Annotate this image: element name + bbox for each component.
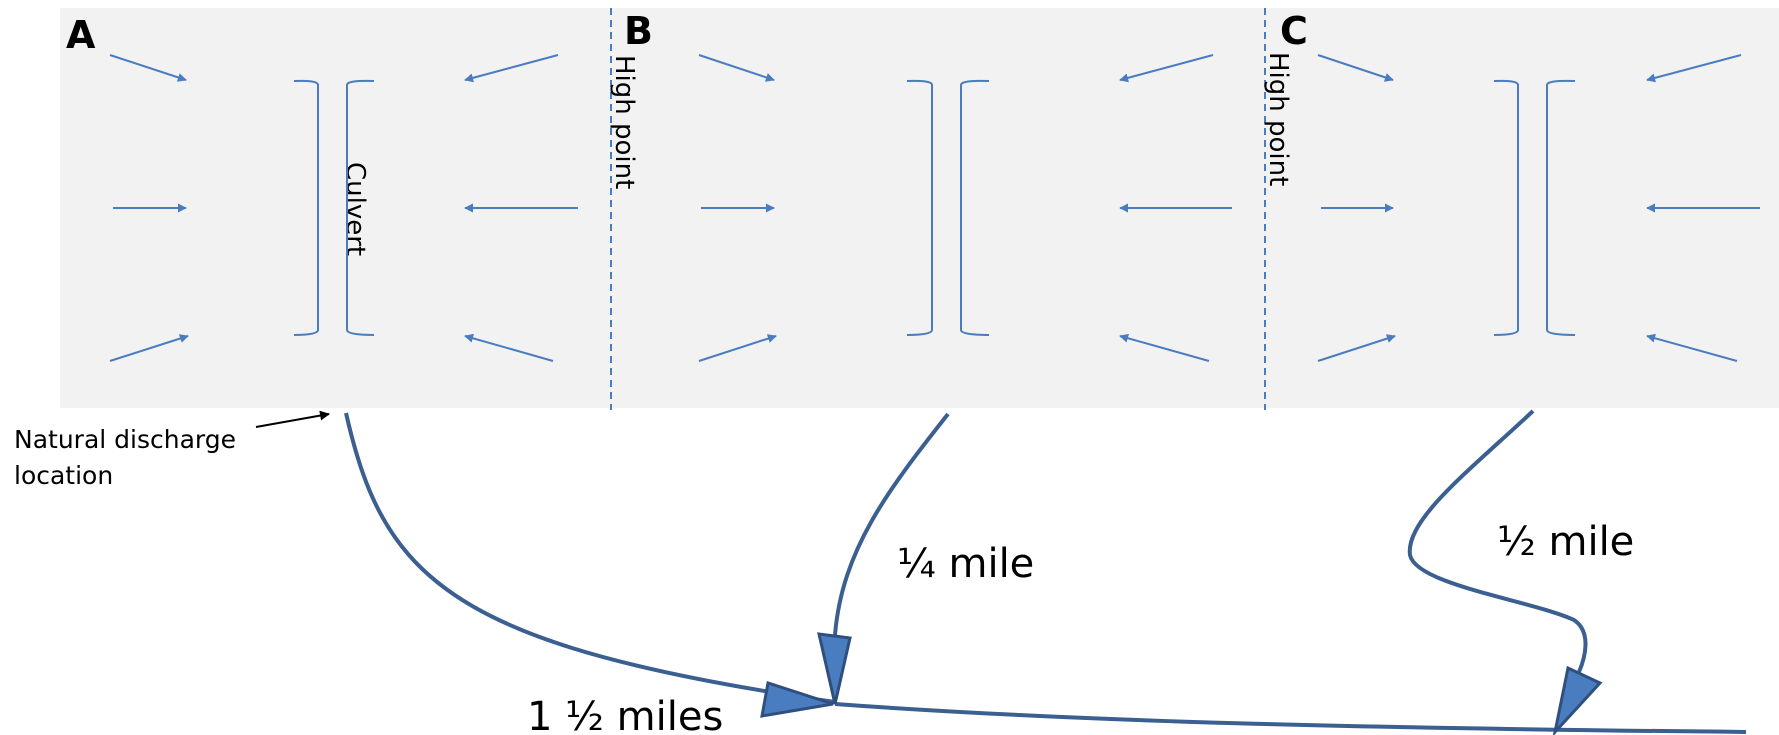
flow-arrow [1317,334,1396,362]
section-b-flow-arrows [698,54,1232,362]
distance-label-c: ½ mile [1497,519,1634,565]
culvert-label: Culvert [340,162,370,256]
stream-c-arrowhead [1552,665,1603,735]
section-c-culvert [1493,79,1576,336]
discharge-note-line-2: location [14,461,113,490]
stream-b-arrowhead [817,632,852,705]
section-a-culvert [293,79,375,336]
flow-arrow [1317,54,1394,82]
stream-b [833,412,950,636]
stream-a [344,412,836,704]
flow-arrow [1646,54,1742,83]
section-c-flow-arrows [1317,54,1760,362]
section-a-flow-arrows [109,54,578,362]
stream-main-channel [834,702,1747,734]
distance-label-a: 1 ½ miles [527,694,723,735]
flow-arrow [1119,54,1214,83]
flow-arrow [109,334,189,362]
discharge-note-line-1: Natural discharge [14,425,236,454]
section-label-a: A [66,13,96,57]
high-point-label-ab: High point [609,55,639,189]
flow-arrow [698,334,777,362]
section-b-culvert [906,79,990,336]
stream-a-arrowhead [760,681,834,718]
stream-c [1407,409,1588,673]
distance-label-b: ¼ mile [897,541,1034,587]
flow-arrow [698,54,775,82]
section-label-c: C [1280,9,1308,53]
discharge-pointer-arrow [255,410,330,428]
flow-arrow [464,54,559,83]
flow-arrow [1119,333,1210,362]
flow-arrow [109,54,187,82]
flow-arrow [1646,333,1738,362]
high-point-label-bc: High point [1263,52,1293,186]
section-label-b: B [624,9,653,53]
flow-arrow [464,333,554,362]
